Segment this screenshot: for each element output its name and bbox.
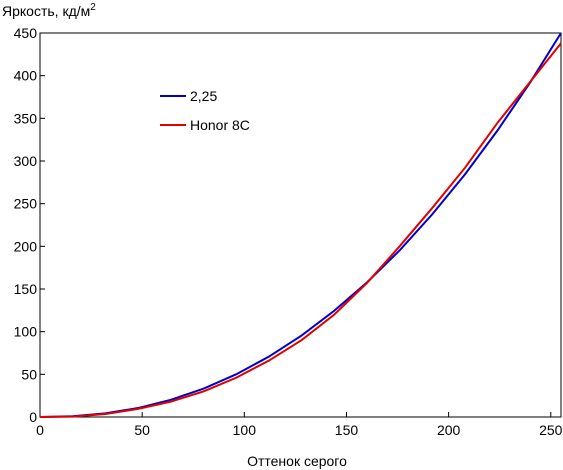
x-tick-label: 250 [539, 422, 563, 438]
x-axis-label: Оттенок серого [247, 453, 347, 469]
legend-label: Honor 8C [190, 117, 250, 133]
x-tick-label: 200 [437, 422, 461, 438]
line-series [39, 32, 562, 418]
x-tick-label: 50 [134, 422, 150, 438]
legend-label: 2,25 [190, 88, 217, 104]
y-tick-label: 50 [21, 366, 37, 382]
x-tick-label: 150 [335, 422, 359, 438]
y-tick-label: 400 [14, 68, 38, 84]
x-tick-label: 100 [233, 422, 257, 438]
y-tick-label: 250 [14, 196, 38, 212]
plot-frame [39, 32, 562, 418]
y-tick-label: 100 [14, 324, 38, 340]
y-tick-label: 350 [14, 110, 38, 126]
y-tick-label: 0 [29, 409, 37, 425]
y-tick-label: 450 [14, 25, 38, 41]
x-tick-label: 0 [36, 422, 44, 438]
y-axis-label: Яркость, кд/м2 [2, 2, 96, 19]
y-tick-label: 200 [14, 238, 38, 254]
y-tick-label: 300 [14, 153, 38, 169]
line-series [39, 42, 562, 418]
y-tick-label: 150 [14, 281, 38, 297]
y-axis-label-text: Яркость, кд/м [2, 3, 90, 19]
y-axis-label-sup: 2 [90, 2, 96, 13]
